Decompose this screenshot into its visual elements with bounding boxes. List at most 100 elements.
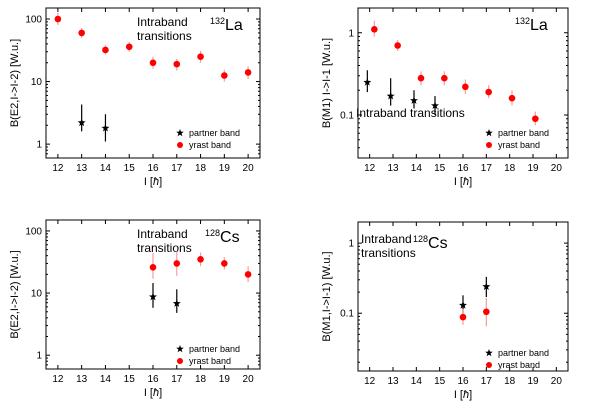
x-tick-label: 13 bbox=[387, 376, 399, 387]
x-tick-label: 17 bbox=[481, 376, 493, 387]
annotation-text: transitions bbox=[361, 246, 416, 260]
legend: partner band yrast band bbox=[176, 344, 240, 366]
yrast-band-point bbox=[102, 46, 109, 54]
nucleus-label: 128Cs bbox=[413, 234, 448, 252]
x-tick-label: 17 bbox=[171, 374, 183, 385]
x-tick-label: 15 bbox=[124, 163, 136, 174]
nucleus-mass: 128 bbox=[413, 234, 428, 244]
x-tick-label: 16 bbox=[457, 376, 469, 387]
y-tick-label: 100 bbox=[25, 226, 42, 237]
x-axis-label-unit: ħ bbox=[153, 176, 159, 188]
legend-circle-icon bbox=[177, 358, 183, 364]
yrast-band-point bbox=[394, 42, 401, 49]
x-tick-label: 13 bbox=[76, 374, 88, 385]
nucleus-label: 132La bbox=[515, 16, 548, 34]
nucleus-mass: 128 bbox=[205, 228, 220, 238]
legend-yrast-label: yrast band bbox=[189, 140, 231, 150]
x-tick-label: 13 bbox=[76, 163, 88, 174]
y-tick-label: 1 bbox=[348, 28, 354, 39]
legend-circle-icon bbox=[486, 362, 492, 368]
yrast-band-point bbox=[417, 74, 425, 82]
y-axis-label: B(M1,I->I-1) [W.u.] bbox=[321, 251, 333, 341]
y-tick-label: 1 bbox=[36, 351, 42, 362]
panel-2: 12 13 14 15 16 17 18 19 20 0.1 1 B(M1) I->I-1 [W.u.… bbox=[321, 7, 569, 188]
annotation-text: Intraband bbox=[361, 232, 412, 246]
x-axis-label-part: ] bbox=[469, 176, 472, 188]
x-tick-label: 14 bbox=[100, 374, 112, 385]
yrast-band-point bbox=[244, 271, 252, 278]
annotation-text: Intraband bbox=[137, 227, 188, 241]
partner-band-point bbox=[101, 123, 110, 132]
partner-band-point bbox=[410, 96, 418, 104]
legend-partner-label: partner band bbox=[189, 128, 240, 138]
legend: partner band yrast band bbox=[485, 348, 549, 370]
yrast-band-point bbox=[508, 94, 516, 102]
legend-circle-icon bbox=[177, 142, 183, 148]
yrast-band-point bbox=[149, 263, 157, 271]
x-tick-label: 19 bbox=[219, 374, 231, 385]
x-tick-label: 14 bbox=[411, 376, 423, 387]
y-tick-label: 0.1 bbox=[340, 309, 354, 320]
annotation-text: Intraband transitions bbox=[356, 106, 465, 120]
y-axis-label: B(E2,I->I-2) [W.u.] bbox=[9, 39, 21, 127]
x-axis-label-part: I [ bbox=[454, 176, 463, 188]
yrast-band-point bbox=[173, 60, 181, 68]
x-axis-label: I [ħ] bbox=[144, 387, 162, 399]
x-tick-label: 19 bbox=[527, 376, 539, 387]
y-axis-label: B(E2,I->I-2) [W.u.] bbox=[9, 250, 21, 338]
panel-1: 12 13 14 15 16 17 18 19 20 1 10 100 B(E2,I->I-2) [W.… bbox=[9, 7, 261, 188]
partner-band-point bbox=[459, 301, 467, 309]
nucleus-mass: 132 bbox=[210, 16, 225, 26]
x-tick-label: 16 bbox=[147, 163, 159, 174]
x-tick-label: 20 bbox=[243, 163, 255, 174]
x-tick-label: 12 bbox=[52, 374, 64, 385]
legend-circle-icon bbox=[486, 142, 492, 148]
annotation-text: transitions bbox=[137, 241, 192, 255]
x-tick-label: 20 bbox=[243, 374, 255, 385]
nucleus-symbol: La bbox=[530, 17, 548, 34]
partner-band-point bbox=[482, 282, 491, 290]
x-tick-label: 14 bbox=[411, 163, 423, 174]
yrast-band-point bbox=[532, 115, 539, 123]
y-tick-label: 10 bbox=[31, 77, 43, 88]
y-tick-label: 100 bbox=[25, 15, 42, 26]
legend-partner-label: partner band bbox=[498, 348, 549, 358]
yrast-band-point bbox=[173, 260, 181, 267]
y-tick-label: 0.1 bbox=[340, 110, 354, 121]
yrast-band-point bbox=[462, 83, 469, 91]
yrast-band-point bbox=[441, 74, 448, 82]
yrast-band-point bbox=[221, 260, 228, 267]
legend-partner-label: partner band bbox=[498, 128, 549, 138]
x-tick-label: 17 bbox=[171, 163, 183, 174]
x-axis-label: I [ħ] bbox=[144, 176, 162, 188]
x-tick-label: 15 bbox=[434, 163, 446, 174]
nucleus-label: 132La bbox=[210, 16, 243, 34]
partner-band-point bbox=[172, 299, 181, 307]
x-tick-label: 15 bbox=[434, 376, 446, 387]
x-axis-label: I [ħ] bbox=[454, 389, 472, 401]
partner-band-point bbox=[77, 118, 86, 127]
panel-3: 12 13 14 15 16 17 18 19 20 1 10 100 B(E2,I->I-2) [W.… bbox=[9, 219, 261, 399]
nucleus-label: 128Cs bbox=[205, 228, 240, 246]
legend-star-icon bbox=[176, 345, 184, 353]
yrast-band-point bbox=[483, 308, 490, 316]
legend: partner band yrast band bbox=[485, 128, 549, 150]
x-tick-label: 15 bbox=[124, 374, 136, 385]
legend-star-icon bbox=[485, 129, 493, 137]
yrast-band-point bbox=[244, 69, 252, 76]
yrast-band-point bbox=[221, 72, 228, 79]
partner-band-point bbox=[363, 78, 372, 86]
legend-yrast-label: yrast band bbox=[498, 140, 540, 150]
x-tick-label: 19 bbox=[219, 163, 231, 174]
yrast-band-point bbox=[78, 29, 85, 37]
x-axis-label-part: ] bbox=[159, 176, 162, 188]
partner-band-point bbox=[386, 91, 395, 100]
x-tick-label: 16 bbox=[457, 163, 469, 174]
x-tick-label: 20 bbox=[551, 376, 563, 387]
x-axis-label-part: I [ bbox=[454, 389, 463, 401]
x-tick-label: 18 bbox=[195, 374, 207, 385]
x-tick-label: 14 bbox=[100, 163, 112, 174]
yrast-band-point bbox=[54, 15, 62, 23]
x-axis-label-unit: ħ bbox=[463, 176, 469, 188]
